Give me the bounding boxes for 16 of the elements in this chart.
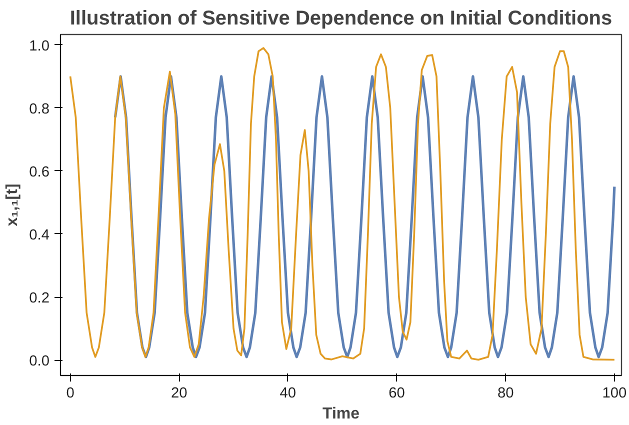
- x-tick-label: 0: [66, 386, 74, 402]
- y-tick-label: 1.0: [29, 38, 50, 54]
- x-tick-label: 40: [280, 386, 296, 402]
- y-axis-title: x₁,₁[t]: [4, 184, 22, 226]
- y-tick-label: 0.6: [29, 164, 50, 180]
- x-tick-label: 20: [170, 386, 188, 402]
- y-tick-label: 0.2: [29, 290, 50, 307]
- chart-title: Illustration of Sensitive Dependence on Initial Conditions: [70, 8, 612, 30]
- x-tick-label: 100: [602, 386, 627, 402]
- y-tick-label: 0.0: [29, 354, 50, 370]
- x-tick-label: 60: [388, 386, 405, 402]
- x-axis-title: Time: [322, 406, 360, 422]
- y-tick-label: 0.8: [29, 101, 50, 118]
- line-series: [69, 47, 616, 361]
- y-tick-label: 0.4: [29, 227, 50, 244]
- x-tick-label: 80: [497, 386, 514, 402]
